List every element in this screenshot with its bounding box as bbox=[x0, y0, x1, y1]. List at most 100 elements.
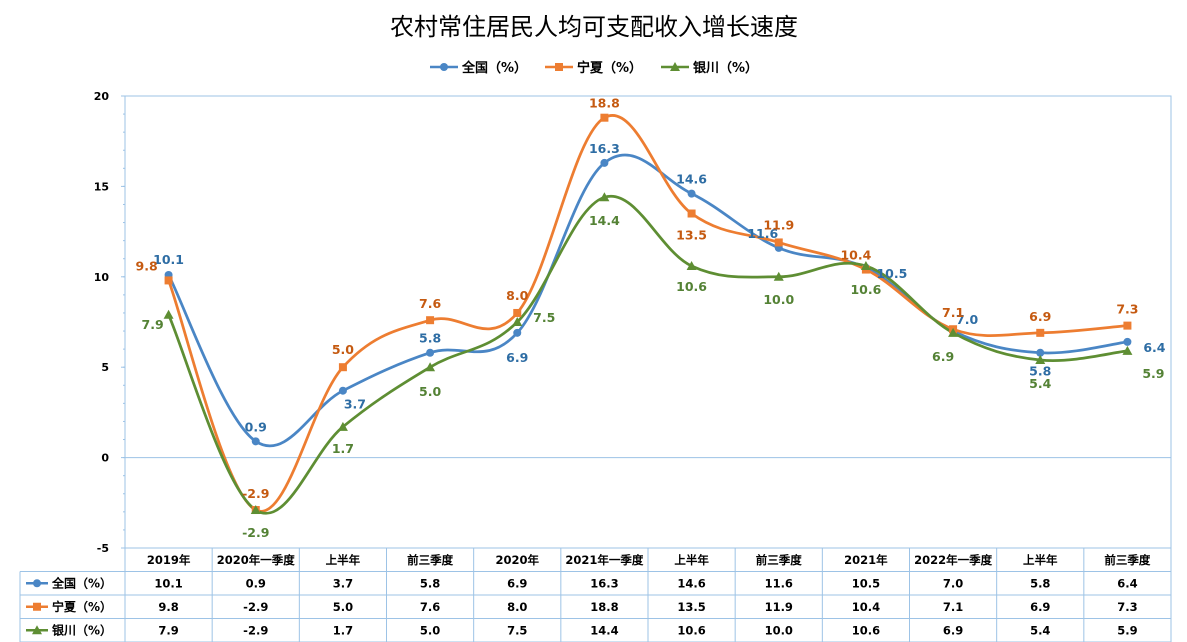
table-cell-s2-7: 10.0 bbox=[765, 623, 793, 637]
table-cell-s1-6: 13.5 bbox=[677, 600, 705, 614]
series-0-point-5 bbox=[600, 158, 609, 167]
table-cell-s1-8: 10.4 bbox=[852, 600, 880, 614]
data-label-s2-9: 6.9 bbox=[932, 349, 954, 364]
table-cell-s1-9: 7.1 bbox=[943, 600, 963, 614]
data-label-s1-3: 7.6 bbox=[419, 296, 441, 311]
series-1-point-6 bbox=[687, 209, 696, 218]
series-2-point-10 bbox=[1035, 354, 1046, 364]
data-label-s0-3: 5.8 bbox=[419, 331, 441, 346]
data-table: 2019年 2020年一季度 上半年 前三季度 2020年 2021年一季度 上半年 前三季度… bbox=[19, 547, 1172, 642]
data-labels: 10.1 0.9 3.7 5.8 6.9 16.3 14.6 11.6 10.5 7.0 5.8 6.… bbox=[136, 96, 1166, 540]
series-0-point-2 bbox=[338, 386, 347, 395]
data-label-s2-8: 10.6 bbox=[850, 282, 881, 297]
category-label-3: 前三季度 bbox=[407, 553, 453, 567]
series-1-point-2 bbox=[338, 363, 347, 372]
data-label-s2-10: 5.4 bbox=[1029, 376, 1051, 391]
series-1-point-7 bbox=[774, 238, 783, 247]
data-label-s0-11: 6.4 bbox=[1143, 340, 1165, 355]
table-legend-marker-1 bbox=[33, 602, 41, 611]
table-cell-s1-2: 5.0 bbox=[333, 600, 353, 614]
y-tick-label: 15 bbox=[94, 180, 109, 193]
series-2-point-6 bbox=[686, 260, 697, 270]
y-tick-label: 20 bbox=[94, 90, 110, 103]
series-2-point-11 bbox=[1122, 345, 1133, 355]
table-cell-s2-6: 10.6 bbox=[677, 623, 705, 637]
data-label-s1-6: 13.5 bbox=[676, 228, 707, 243]
series-1-point-5 bbox=[600, 113, 609, 122]
legend-label-0: 全国（%） bbox=[461, 60, 527, 76]
axes: -5 0 5 10 15 20 bbox=[94, 90, 1172, 555]
data-label-s2-0: 7.9 bbox=[142, 317, 164, 332]
table-cell-s0-4: 6.9 bbox=[507, 576, 527, 590]
table-cell-s2-11: 5.9 bbox=[1117, 623, 1137, 637]
data-label-s1-7: 11.9 bbox=[763, 217, 794, 232]
table-cell-s0-2: 3.7 bbox=[333, 576, 353, 590]
series-1-point-0 bbox=[164, 276, 173, 285]
table-legend-marker-2 bbox=[32, 625, 42, 635]
series-0-point-10 bbox=[1036, 348, 1045, 357]
category-label-11: 前三季度 bbox=[1104, 553, 1150, 567]
data-label-s0-0: 10.1 bbox=[153, 252, 184, 267]
data-label-s1-8: 10.4 bbox=[840, 248, 871, 263]
table-cell-s1-1: -2.9 bbox=[243, 600, 268, 614]
table-cell-s1-10: 6.9 bbox=[1030, 600, 1050, 614]
category-label-1: 2020年一季度 bbox=[217, 553, 296, 567]
table-cell-s1-11: 7.3 bbox=[1117, 600, 1137, 614]
table-cell-s1-4: 8.0 bbox=[507, 600, 527, 614]
series-1-point-3 bbox=[426, 316, 435, 325]
table-cell-s2-1: -2.9 bbox=[243, 623, 268, 637]
data-label-s1-10: 6.9 bbox=[1029, 309, 1051, 324]
table-cell-s2-10: 5.4 bbox=[1030, 623, 1050, 637]
data-label-s2-4: 7.5 bbox=[533, 310, 555, 325]
data-label-s1-1: -2.9 bbox=[242, 486, 269, 501]
table-cell-s1-5: 18.8 bbox=[590, 600, 618, 614]
data-label-s0-10: 5.8 bbox=[1029, 364, 1051, 379]
table-cell-s0-6: 14.6 bbox=[677, 576, 705, 590]
table-cell-s2-8: 10.6 bbox=[852, 623, 880, 637]
table-legend-marker-0 bbox=[33, 579, 41, 588]
chart-title: 农村常住居民人均可支配收入增长速度 bbox=[390, 13, 798, 41]
data-label-s2-3: 5.0 bbox=[419, 384, 441, 399]
series-0-point-6 bbox=[687, 189, 696, 198]
table-cell-s2-2: 1.7 bbox=[333, 623, 353, 637]
table-cell-s0-1: 0.9 bbox=[246, 576, 266, 590]
data-label-s0-1: 0.9 bbox=[245, 419, 267, 434]
series-2-point-5 bbox=[599, 192, 610, 202]
data-label-s2-5: 14.4 bbox=[589, 213, 620, 228]
series-1-point-11 bbox=[1123, 321, 1132, 330]
table-cell-s0-11: 6.4 bbox=[1117, 576, 1137, 590]
table-cell-s0-10: 5.8 bbox=[1030, 576, 1050, 590]
table-cell-s0-9: 7.0 bbox=[943, 576, 963, 590]
table-cell-s0-8: 10.5 bbox=[852, 576, 880, 590]
table-cell-s1-0: 9.8 bbox=[158, 600, 178, 614]
data-label-s1-2: 5.0 bbox=[332, 342, 354, 357]
series-2-point-4 bbox=[512, 317, 523, 326]
series-1-point-4 bbox=[513, 308, 522, 317]
table-cell-s0-7: 11.6 bbox=[765, 576, 793, 590]
data-label-s2-2: 1.7 bbox=[332, 441, 354, 456]
y-tick-label: 5 bbox=[101, 361, 109, 374]
data-label-s1-5: 18.8 bbox=[589, 96, 620, 111]
data-label-s0-7: 11.6 bbox=[747, 226, 778, 241]
table-cell-s0-5: 16.3 bbox=[590, 576, 618, 590]
data-label-s2-11: 5.9 bbox=[1142, 366, 1164, 381]
legend-label-1: 宁夏（%） bbox=[577, 60, 642, 76]
table-cell-s1-7: 11.9 bbox=[765, 600, 793, 614]
series-2-point-0 bbox=[163, 309, 174, 319]
y-tick-label: -5 bbox=[97, 542, 109, 555]
legend-marker-1 bbox=[555, 63, 563, 71]
series-2-point-3 bbox=[425, 362, 436, 372]
data-label-s2-7: 10.0 bbox=[763, 292, 794, 307]
data-label-s1-0: 9.8 bbox=[136, 258, 158, 273]
series-2-point-1 bbox=[250, 505, 261, 515]
data-label-s2-6: 10.6 bbox=[676, 279, 707, 294]
category-label-6: 上半年 bbox=[674, 553, 709, 567]
table-cell-s0-3: 5.8 bbox=[420, 576, 440, 590]
data-label-s1-11: 7.3 bbox=[1116, 302, 1138, 317]
table-cell-s2-0: 7.9 bbox=[158, 623, 178, 637]
legend-marker-2 bbox=[670, 62, 680, 71]
category-label-2: 上半年 bbox=[326, 553, 361, 567]
table-row-label-1: 宁夏（%） bbox=[52, 599, 112, 614]
